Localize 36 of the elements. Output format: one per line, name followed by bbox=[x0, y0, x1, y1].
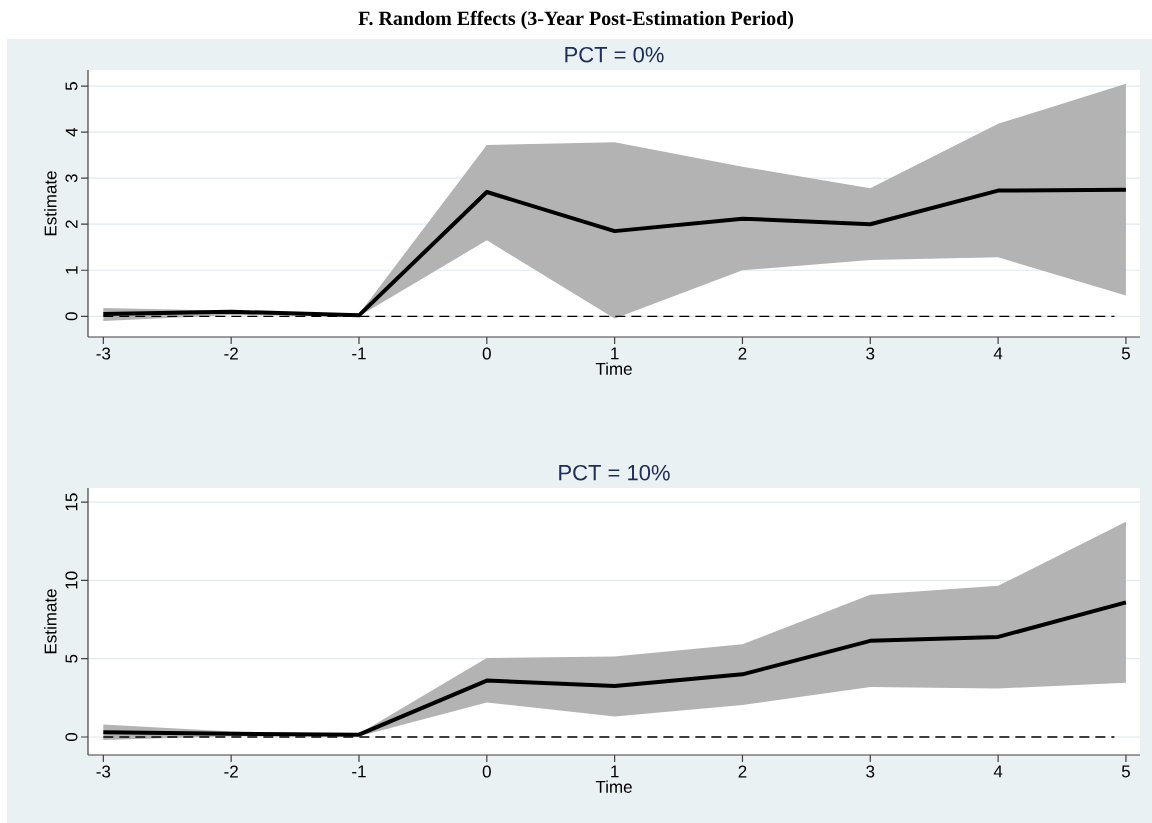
x-tick-label: 5 bbox=[1121, 347, 1130, 360]
y-axis-title: Estimate bbox=[44, 589, 57, 654]
x-tick-label: -3 bbox=[96, 765, 111, 778]
text: F. Random Effects (3-Year Post-Estimation Period) bbox=[358, 10, 794, 30]
x-tick-label: 1 bbox=[611, 347, 619, 360]
x-tick-label: 0 bbox=[482, 765, 491, 778]
chart-title: PCT = 0% bbox=[565, 46, 664, 63]
chart-title: PCT = 10% bbox=[559, 464, 670, 481]
x-tick-label: -3 bbox=[96, 347, 111, 360]
y-tick-label: 3 bbox=[65, 174, 78, 183]
line-series bbox=[101, 600, 1128, 737]
y-tick-label: 10 bbox=[65, 571, 78, 589]
y-tick-label: 15 bbox=[65, 493, 78, 511]
x-tick-label: -2 bbox=[224, 347, 238, 360]
y-tick-label: 5 bbox=[65, 82, 78, 91]
x-tick-label: -1 bbox=[352, 347, 366, 360]
x-tick-label: 3 bbox=[866, 765, 875, 778]
x-tick-label: 5 bbox=[1121, 765, 1130, 778]
y-tick-label: 1 bbox=[65, 266, 78, 274]
x-tick-label: 4 bbox=[993, 347, 1003, 360]
x-tick-label: 0 bbox=[482, 347, 491, 360]
y-tick-label: 2 bbox=[65, 220, 78, 229]
x-axis-title: Time bbox=[595, 362, 632, 375]
x-tick-label: 2 bbox=[738, 765, 747, 778]
y-tick-label: 0 bbox=[65, 312, 78, 321]
x-tick-label: -1 bbox=[352, 765, 366, 778]
x-tick-label: 1 bbox=[611, 765, 619, 778]
y-tick-label: 5 bbox=[65, 654, 78, 663]
x-tick-label: 2 bbox=[738, 347, 747, 360]
y-tick-label: 4 bbox=[65, 127, 78, 137]
x-tick-label: 3 bbox=[866, 347, 875, 360]
y-axis-title: Estimate bbox=[44, 171, 57, 236]
x-tick-label: 4 bbox=[993, 765, 1003, 778]
x-axis-title: Time bbox=[595, 780, 632, 793]
x-tick-label: -2 bbox=[224, 765, 238, 778]
y-tick-label: 0 bbox=[65, 732, 78, 742]
